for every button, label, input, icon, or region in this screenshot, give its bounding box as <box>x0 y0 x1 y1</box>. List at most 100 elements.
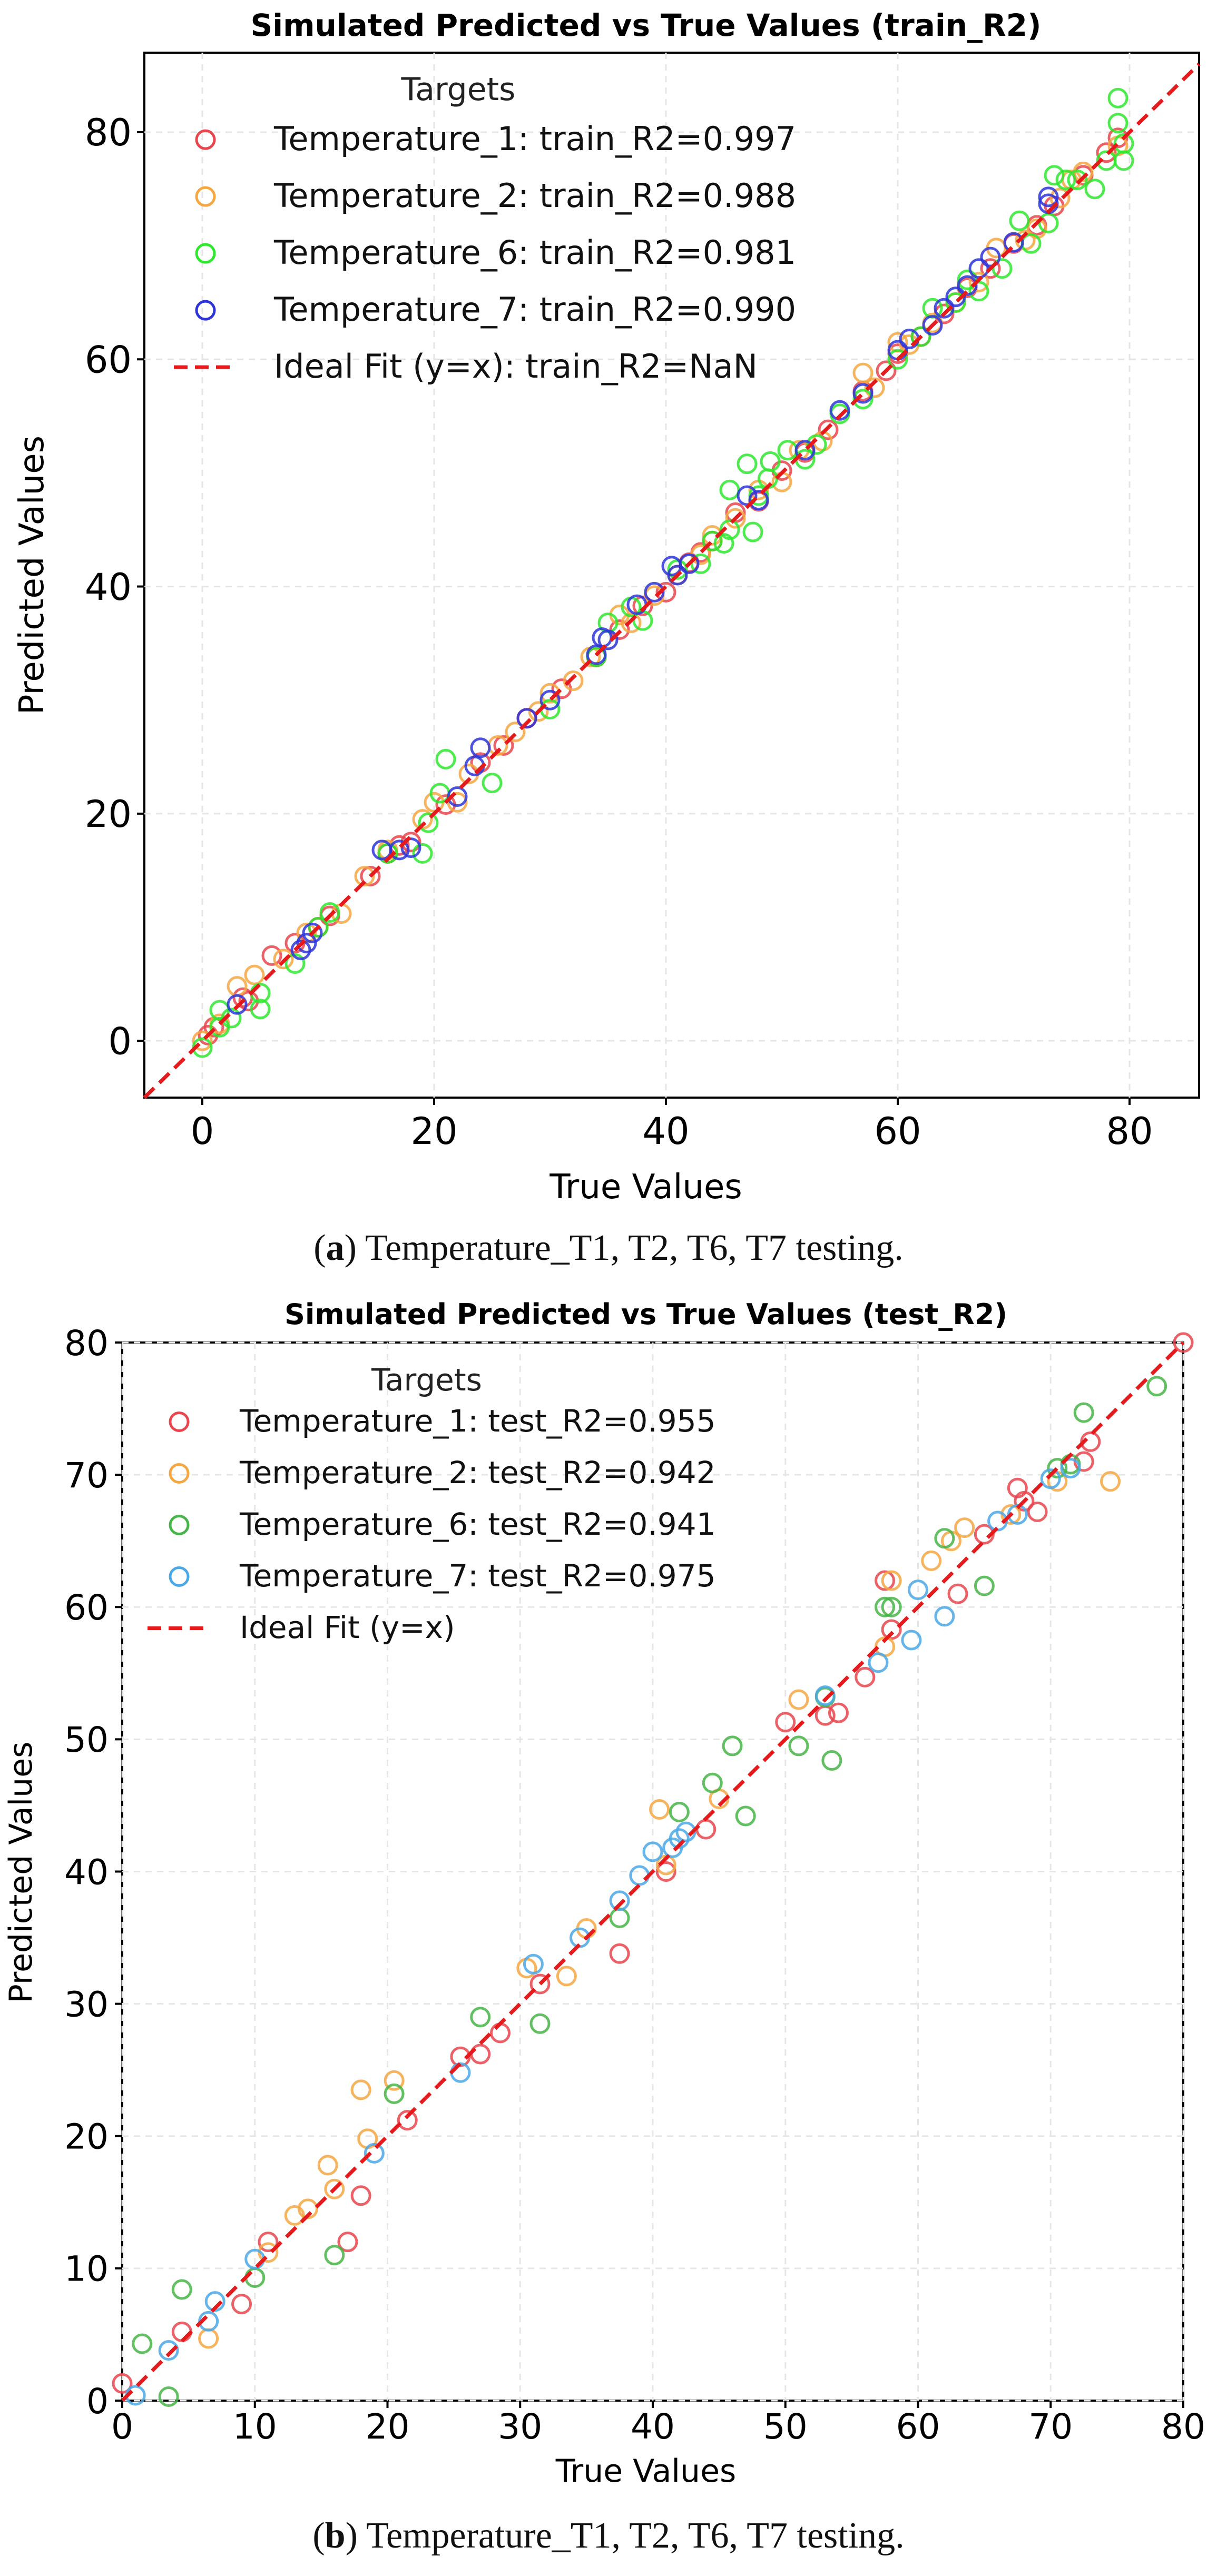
point-train-s1-8 <box>360 865 381 886</box>
y-tick-label-test-2: 20 <box>64 2117 109 2157</box>
caption-a: (a) Temperature_T1, T2, T6, T7 testing. <box>313 1228 904 1268</box>
legend-marker-test-4 <box>169 1566 190 1587</box>
point-test-s3-17 <box>881 1596 902 1617</box>
point-train-s1-35 <box>980 258 1001 279</box>
point-train-s3-30 <box>760 451 781 472</box>
point-test-s1-19 <box>881 1619 902 1640</box>
point-train-s3-42 <box>992 258 1013 279</box>
point-train-s2-4 <box>273 949 294 970</box>
caption-b-letter: b <box>325 2515 346 2556</box>
point-train-s4-22 <box>794 440 816 461</box>
legend-marker-train-2 <box>195 186 216 207</box>
point-train-s3-28 <box>742 521 763 542</box>
x-tick-label-test-5: 50 <box>763 2406 808 2447</box>
chart-test: 0 10 20 30 40 50 60 70 80 0 10 20 30 40 50 60 70 80 Simul… <box>3 1298 1205 2490</box>
legend-label-train-3: Temperature_6: train_R2=0.981 <box>273 233 796 272</box>
y-tick-label-test-5: 50 <box>64 1720 109 1760</box>
x-tick-label-test-7: 70 <box>1028 2406 1073 2447</box>
point-test-s1-5 <box>350 2185 371 2206</box>
point-test-s4-22 <box>1040 1468 1061 1489</box>
point-train-s4-27 <box>922 315 943 336</box>
points-train <box>192 87 1134 1058</box>
point-train-s3-37 <box>910 326 931 347</box>
point-train-s1-40 <box>1096 142 1117 163</box>
y-tick-label-train-0: 0 <box>108 1020 132 1063</box>
point-test-s1-18 <box>875 1570 896 1591</box>
point-train-s3-22 <box>702 530 723 551</box>
point-test-s3-10 <box>702 1772 723 1793</box>
point-test-s2-12 <box>649 1799 670 1820</box>
point-test-s1-12 <box>655 1861 676 1882</box>
point-test-s3-16 <box>875 1596 896 1617</box>
point-test-s3-0 <box>132 2333 153 2354</box>
point-train-s1-18 <box>609 619 630 640</box>
legend-marker-train-1 <box>195 129 216 150</box>
point-train-s3-6 <box>284 953 306 974</box>
point-test-s4-18 <box>908 1580 928 1601</box>
y-tick-label-train-3: 60 <box>85 338 132 381</box>
point-test-s4-11 <box>642 1841 663 1862</box>
point-train-s2-30 <box>852 362 874 383</box>
point-train-s2-14 <box>505 722 526 743</box>
point-test-s3-18 <box>934 1528 955 1549</box>
point-train-s3-39 <box>945 292 966 313</box>
point-test-s1-11 <box>609 1943 630 1964</box>
y-tick-label-train-1: 20 <box>85 793 132 836</box>
point-train-s3-45 <box>1038 212 1059 233</box>
y-tick-label-test-6: 60 <box>64 1587 109 1628</box>
caption-a-text: Temperature_T1, T2, T6, T7 testing. <box>356 1228 904 1268</box>
point-test-s3-15 <box>821 1750 842 1771</box>
ticks-test: 0 10 20 30 40 50 60 70 80 0 10 20 30 40 50 60 70 80 <box>64 1323 1205 2447</box>
point-train-s4-3 <box>302 922 323 943</box>
point-test-s4-19 <box>934 1606 955 1627</box>
y-tick-label-train-4: 80 <box>85 111 132 154</box>
point-train-s3-13 <box>435 748 456 769</box>
point-train-s2-11 <box>447 792 468 813</box>
caption-a-letter: a <box>326 1228 345 1268</box>
point-test-s3-23 <box>1146 1376 1167 1397</box>
y-tick-label-test-4: 40 <box>64 1852 109 1892</box>
point-test-s1-14 <box>775 1712 796 1733</box>
point-train-s4-21 <box>748 490 769 511</box>
x-tick-label-test-1: 10 <box>233 2406 277 2447</box>
ideal-fit-line-test <box>121 1341 1185 2402</box>
x-tick-label-train-4: 80 <box>1106 1110 1153 1153</box>
legend-label-train-2: Temperature_2: train_R2=0.988 <box>273 176 796 215</box>
point-train-s3-52 <box>1107 113 1128 134</box>
point-train-s4-14 <box>597 629 619 650</box>
legend-label-test-4: Temperature_7: test_R2=0.975 <box>239 1558 716 1594</box>
point-test-s1-20 <box>947 1583 968 1604</box>
point-train-s4-0 <box>227 994 248 1015</box>
point-train-s3-11 <box>418 812 439 833</box>
point-test-s2-23 <box>1100 1471 1121 1492</box>
point-train-s2-36 <box>968 272 989 293</box>
point-train-s3-7 <box>308 917 329 938</box>
point-train-s1-14 <box>493 735 514 756</box>
point-test-s4-23 <box>1060 1458 1081 1479</box>
point-test-s3-1 <box>158 2386 179 2407</box>
point-test-s4-16 <box>868 1652 889 1673</box>
legend-title-train: Targets <box>401 71 516 108</box>
x-tick-label-train-0: 0 <box>191 1110 214 1153</box>
legend-label-ideal-test: Ideal Fit (y=x) <box>240 1610 455 1645</box>
point-train-s3-51 <box>1107 87 1128 108</box>
point-test-s1-27 <box>1173 1332 1194 1353</box>
point-test-s4-17 <box>901 1630 922 1651</box>
point-train-s2-17 <box>563 670 584 692</box>
point-train-s4-28 <box>934 298 955 319</box>
grid-test <box>121 1341 1184 2402</box>
y-axis-label-test: Predicted Values <box>3 1742 40 2003</box>
point-test-s2-8 <box>384 2070 405 2091</box>
point-train-s3-43 <box>1009 210 1030 231</box>
x-tick-label-test-6: 60 <box>896 2406 940 2447</box>
legend-label-ideal-train: Ideal Fit (y=x): train_R2=NaN <box>274 347 758 386</box>
point-train-s4-5 <box>389 840 410 861</box>
point-test-s2-20 <box>954 1517 975 1538</box>
point-train-s4-16 <box>644 581 665 603</box>
x-tick-label-test-2: 20 <box>366 2406 410 2447</box>
point-train-s3-3 <box>221 1008 242 1029</box>
point-train-s4-29 <box>945 287 966 308</box>
point-test-s3-13 <box>788 1735 809 1756</box>
y-tick-label-test-0: 0 <box>86 2381 109 2422</box>
point-train-s3-21 <box>690 553 711 574</box>
